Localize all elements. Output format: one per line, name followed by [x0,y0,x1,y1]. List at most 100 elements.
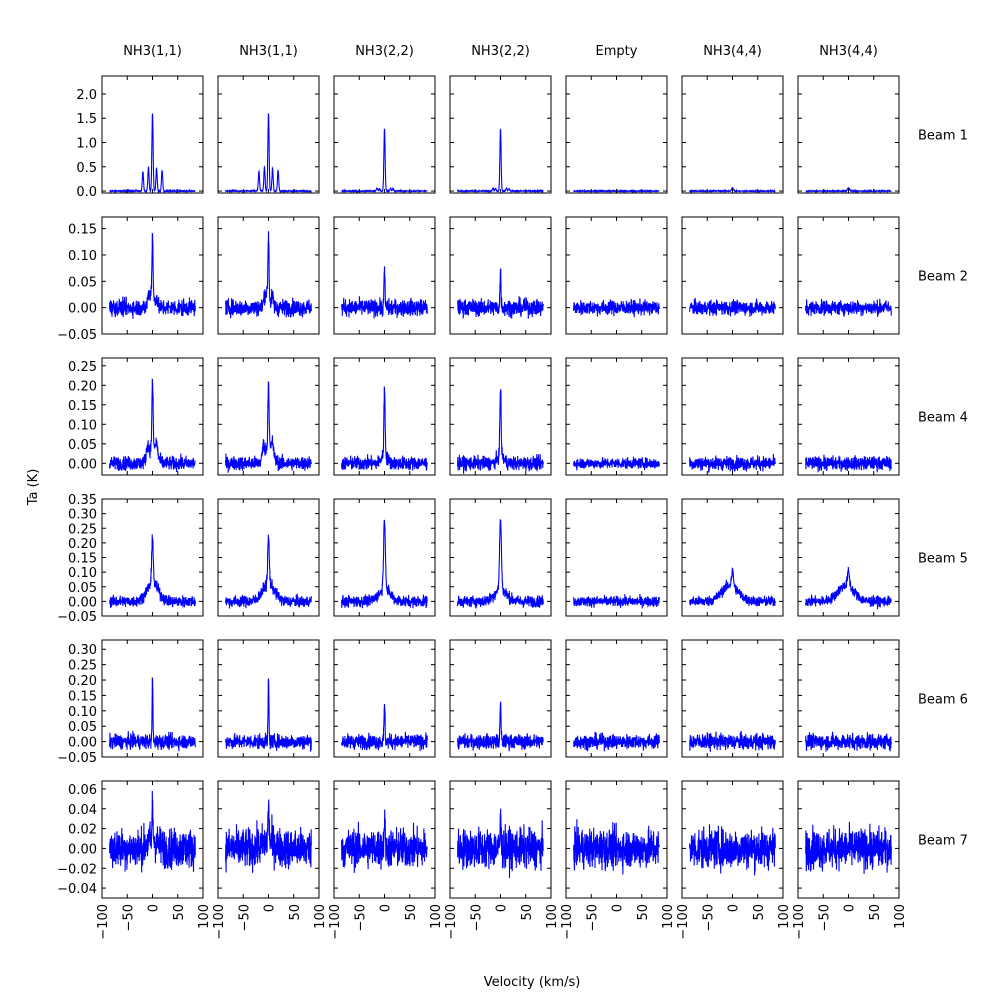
spectrum-line [805,454,892,473]
spectrum-panel [797,498,900,617]
column-title: Empty [596,44,638,59]
spectrum-line [573,731,660,752]
spectrum-line [341,519,428,609]
spectrum-panel [797,75,900,194]
spectrum-line [225,113,312,193]
y-tick-label: −0.04 [57,882,97,897]
y-tick-label: 0.15 [68,223,97,238]
beam-label: Beam 2 [918,270,968,285]
y-tick-label: 0.20 [68,537,97,552]
spectrum-panel: 0.00 0.05 0.10 0.15 0.20 0.25 [68,357,204,476]
x-tick-label: 100 [197,904,212,929]
beam-label: Beam 5 [918,552,968,567]
spectrum-line [225,534,312,609]
spectrum-panel [565,75,668,194]
beam-label: Beam 1 [918,129,968,144]
y-tick-label: 0.10 [68,418,97,433]
y-axis-label: Ta (K) [26,469,41,507]
spectrum-panel [681,639,784,758]
x-tick-label: 0 [147,904,162,912]
spectrum-panel [217,216,320,335]
spectrum-line [573,819,660,875]
spectrum-line [457,519,544,609]
spectrum-line [109,790,196,873]
spectrum-line [689,567,776,607]
x-tick-label: 0 [263,904,278,912]
y-tick-label: 0.35 [68,493,97,508]
spectrum-line [109,378,196,473]
spectrum-panel [681,216,784,335]
spectrum-panel [217,498,320,617]
y-tick-label: −0.05 [57,751,97,766]
x-tick-label: 50 [288,904,303,921]
spectrum-panel [217,75,320,194]
spectrum-line [109,534,196,608]
x-tick-label: 0 [727,904,742,912]
x-tick-label: −50 [353,904,368,931]
y-tick-label: 0.25 [68,522,97,537]
spectrum-panel: −100 −50 0 50 100 [328,780,444,940]
spectrum-panel [565,639,668,758]
spectrum-panel: 0.0 0.5 1.0 1.5 2.0 [76,75,204,200]
spectrum-panel: −0.050.000.050.100.150.200.250.300.35 [57,493,204,625]
spectrum-line [805,731,892,752]
spectrum-panel [565,498,668,617]
y-tick-label: 0.5 [76,161,97,176]
spectrum-line [457,389,544,474]
y-tick-label: 2.0 [76,88,97,103]
spectrum-panel [333,357,436,476]
x-tick-label: 0 [379,904,394,912]
spectrum-line [457,128,544,193]
spectrum-panel: −0.05 0.00 0.05 0.10 0.15 [57,216,204,343]
spectrum-panel: −0.04 −0.02 0.00 0.02 0.04 0.06 −100 −50 0 50 100 [57,780,212,940]
spectrum-panel [449,639,552,758]
y-tick-label: 0.00 [68,595,97,610]
y-tick-label: 0.15 [68,399,97,414]
x-tick-label: −100 [792,904,807,940]
spectrum-line [341,386,428,471]
x-tick-label: 0 [843,904,858,912]
x-tick-label: 50 [520,904,535,921]
y-tick-label: 1.0 [76,137,97,152]
x-tick-label: 100 [429,904,444,929]
x-tick-label: 50 [172,904,187,921]
x-tick-label: −50 [701,904,716,931]
y-tick-label: 0.25 [68,659,97,674]
spectrum-panel [449,357,552,476]
spectrum-line [109,113,196,193]
spectrum-panel [333,498,436,617]
x-tick-label: 50 [404,904,419,921]
column-title: NH3(2,2) [471,44,530,59]
x-tick-label: −100 [212,904,227,940]
x-tick-label: 50 [752,904,767,921]
x-tick-label: −50 [237,904,252,931]
spectrum-line [341,128,428,193]
spectrum-line [109,232,196,319]
y-tick-label: 0.02 [68,823,97,838]
spectrum-panel [217,639,320,758]
spectrum-panel [333,75,436,194]
spectrum-line [225,677,312,752]
y-tick-label: 0.00 [68,302,97,317]
spectrum-panel [333,216,436,335]
x-tick-label: −100 [328,904,343,940]
x-tick-label: 100 [545,904,560,929]
spectrum-panel [565,357,668,476]
spectrum-panel [449,216,552,335]
spectrum-panel [565,216,668,335]
spectrum-line [805,821,892,874]
beam-label: Beam 6 [918,693,968,708]
column-title: NH3(4,4) [819,44,878,59]
column-title: NH3(1,1) [239,44,298,59]
x-tick-label: 0 [611,904,626,912]
beam-label: Beam 7 [918,834,968,849]
x-tick-label: 100 [661,904,676,929]
x-axis-label: Velocity (km/s) [484,975,581,990]
x-tick-label: −100 [676,904,691,940]
spectrum-line [573,456,660,471]
spectrum-panel [797,216,900,335]
y-tick-label: 0.20 [68,674,97,689]
y-tick-label: 0.00 [68,457,97,472]
spectrum-line [689,453,776,473]
